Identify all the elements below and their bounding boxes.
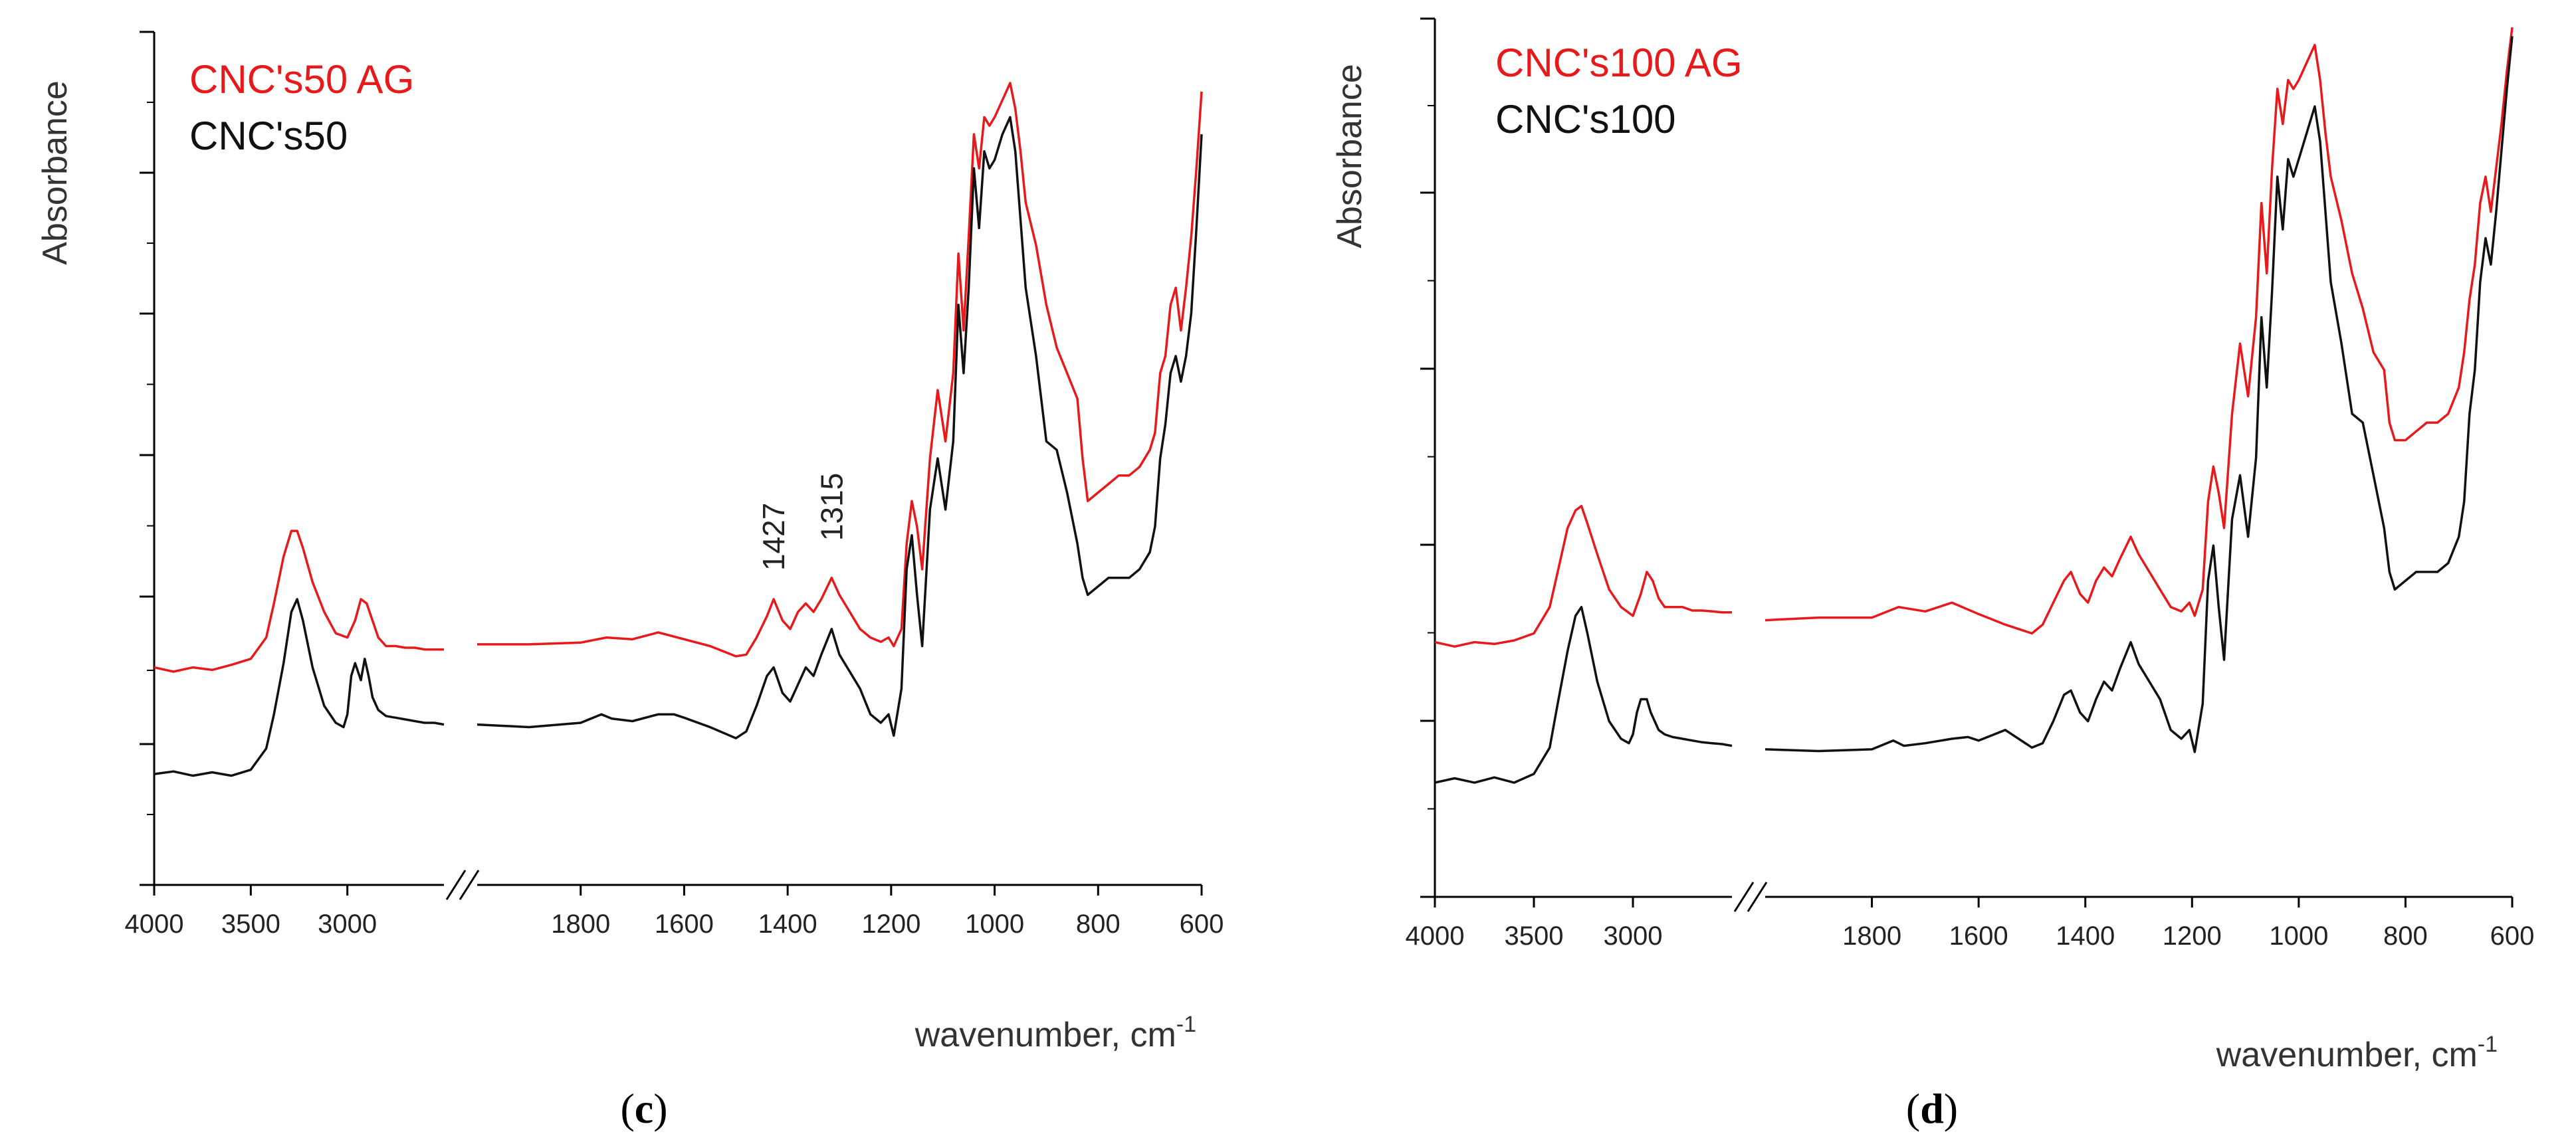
panel-caption: (d) (1906, 1085, 1958, 1132)
axis-break-mark (459, 870, 480, 900)
chart-c: Absorbance wavenumber, cm-1 CNC's50 AG C… (36, 31, 1224, 1132)
x-tick-label: 800 (1076, 909, 1121, 939)
series-line-1-right (1765, 27, 2514, 635)
axis-break-mark (1733, 882, 1755, 912)
peak-annotation: 1427 (756, 503, 791, 571)
x-tick-label: 1200 (2163, 921, 2222, 951)
x-tick-label: 1600 (1949, 921, 2008, 951)
x-axis-title-text: wavenumber, cm (2216, 1036, 2478, 1074)
x-tick-label: 1200 (861, 909, 920, 939)
series-line-1-left (154, 529, 444, 673)
series-line-1-right (477, 82, 1203, 658)
x-tick-label: 800 (2383, 921, 2428, 951)
x-tick-label: 4000 (1406, 921, 1465, 951)
x-tick-label: 1000 (965, 909, 1024, 939)
y-axis-title: Absorbance (36, 80, 74, 265)
x-tick-label: 1800 (551, 909, 610, 939)
x-axis-title-sup: -1 (1176, 1012, 1196, 1037)
panel-caption-letter: c (635, 1085, 653, 1132)
x-tick-label: 600 (2490, 921, 2535, 951)
legend-entry-series-2: CNC's100 (1495, 97, 1676, 142)
series-line-2-right (1765, 36, 2514, 753)
panel-caption: (c) (620, 1085, 667, 1132)
x-tick-label: 1000 (2269, 921, 2328, 951)
x-axis-title: wavenumber, cm-1 (914, 1012, 1196, 1054)
axis-break-mark (1747, 882, 1768, 912)
x-axis-title-sup: -1 (2478, 1032, 2498, 1057)
x-tick-label: 1400 (2056, 921, 2115, 951)
x-tick-label: 3500 (221, 909, 280, 939)
legend-entry-series-1: CNC's100 AG (1495, 41, 1743, 85)
x-tick-label: 600 (1180, 909, 1224, 939)
series-line-1-left (1434, 504, 1732, 648)
x-tick-label: 3000 (318, 909, 377, 939)
panel-caption-letter: d (1920, 1085, 1944, 1132)
x-axis-title: wavenumber, cm-1 (2216, 1032, 2498, 1074)
x-axis-title-text: wavenumber, cm (914, 1016, 1176, 1054)
series-line-2-left (154, 598, 445, 777)
series-line-2-left (1434, 605, 1733, 784)
x-tick-label: 3500 (1505, 921, 1564, 951)
series-line-2-right (477, 116, 1203, 739)
y-axis-title: Absorbance (1331, 64, 1369, 248)
legend-entry-series-2: CNC's50 (189, 114, 348, 158)
peak-annotation: 1315 (814, 473, 849, 541)
legend-entry-series-1: CNC's50 AG (189, 57, 414, 102)
chart-d: Absorbance wavenumber, cm-1 CNC's100 AG … (1331, 17, 2535, 1132)
x-tick-label: 1600 (655, 909, 714, 939)
x-tick-label: 3000 (1604, 921, 1663, 951)
panel-c: Absorbance wavenumber, cm-1 CNC's50 AG C… (36, 31, 1224, 1132)
x-tick-label: 1400 (758, 909, 817, 939)
axis-break-mark (445, 870, 467, 900)
x-tick-label: 1800 (1842, 921, 1901, 951)
x-tick-label: 4000 (125, 909, 184, 939)
panel-d: Absorbance wavenumber, cm-1 CNC's100 AG … (1288, 0, 2576, 1148)
